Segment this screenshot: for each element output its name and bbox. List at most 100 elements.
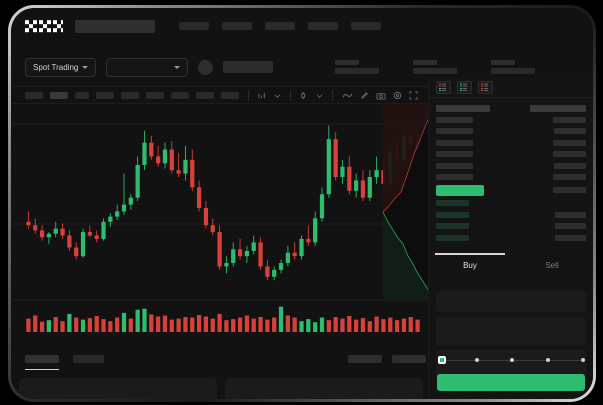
ticker-stat-1	[335, 60, 380, 74]
nav-items	[179, 22, 381, 30]
orderbook-ask-row[interactable]	[436, 139, 586, 147]
mark-price	[436, 184, 484, 196]
orderbook-bid-row[interactable]	[436, 234, 586, 242]
orderbook-view-bids-icon[interactable]	[457, 81, 472, 94]
bottom-panel-left[interactable]	[19, 378, 217, 399]
timeframe-7[interactable]	[171, 91, 189, 99]
orderbook-view-toggles	[429, 78, 593, 98]
ask-price	[436, 151, 473, 157]
orderbook-price-header	[436, 104, 490, 112]
active-tab-indicator	[435, 253, 505, 255]
camera-icon[interactable]	[376, 91, 386, 100]
chevron-down-icon[interactable]	[274, 92, 281, 99]
volume-histogram	[26, 306, 420, 332]
orderbook-view-asks-icon[interactable]	[478, 81, 493, 94]
bid-price	[436, 223, 469, 229]
trading-mode-select[interactable]: Spot Trading	[25, 57, 97, 77]
tab-buy[interactable]: Buy	[429, 253, 511, 277]
stat-value	[491, 68, 536, 74]
nav-item-1[interactable]	[179, 22, 209, 30]
depth-bid-line	[383, 211, 435, 299]
ask-price	[436, 162, 473, 169]
nav-item-3[interactable]	[265, 22, 295, 30]
bid-price	[436, 211, 469, 218]
mark-amount	[553, 187, 586, 193]
fullscreen-icon[interactable]	[409, 90, 418, 100]
pair-name-label	[223, 61, 274, 73]
chart-gridlines	[11, 123, 435, 301]
slider-stop-75[interactable]	[545, 358, 550, 362]
order-amount-field[interactable]	[436, 317, 586, 345]
orderbook-ask-row[interactable]	[436, 116, 586, 124]
top-navigation-bar	[11, 8, 593, 44]
price-chart-panel[interactable]	[11, 104, 435, 344]
indicators-icon[interactable]	[258, 91, 267, 100]
bottom-panels	[11, 378, 435, 399]
bottom-tab-bar	[11, 348, 435, 370]
depth-ask-area	[383, 104, 435, 212]
ticker-stat-2	[413, 60, 458, 74]
device-screen: Spot Trading	[11, 8, 593, 399]
ask-amount	[553, 139, 586, 146]
timeframe-8[interactable]	[196, 91, 214, 99]
orderbook-and-trade-panel: Buy Sell	[428, 78, 593, 399]
orderbook-bid-row[interactable]	[436, 199, 586, 207]
slider-stop-25[interactable]	[475, 358, 480, 362]
ask-amount	[554, 128, 586, 134]
tab-sell[interactable]: Sell	[511, 253, 593, 277]
orderbook-ask-row[interactable]	[436, 150, 586, 158]
bottom-tab-1-label	[25, 355, 59, 363]
order-amount-slider[interactable]	[438, 355, 585, 365]
orderbook-bid-row[interactable]	[436, 222, 586, 230]
order-price-field[interactable]	[436, 291, 586, 312]
nav-item-5[interactable]	[351, 22, 381, 30]
ask-amount	[554, 162, 586, 169]
orderbook-column-headers	[436, 104, 586, 112]
candlestick-chart[interactable]	[11, 104, 435, 344]
chart-type-icon[interactable]	[300, 91, 309, 100]
bottom-tab-2[interactable]	[73, 355, 104, 363]
trading-pair-select[interactable]	[106, 57, 189, 77]
slider-handle[interactable]	[438, 356, 446, 364]
orderbook-bid-row[interactable]	[436, 211, 586, 219]
settings-icon[interactable]	[393, 91, 402, 100]
bottom-tab-1[interactable]	[25, 355, 59, 370]
ask-price	[436, 174, 473, 180]
bottom-action-2[interactable]	[392, 355, 426, 363]
stat-value	[335, 68, 380, 74]
order-total-field[interactable]	[436, 350, 586, 378]
timeframe-4[interactable]	[96, 91, 114, 99]
timeframe-6[interactable]	[146, 91, 164, 99]
bottom-panel-right[interactable]	[225, 378, 423, 399]
slider-stop-50[interactable]	[510, 358, 515, 362]
okx-logo-icon[interactable]	[25, 19, 63, 33]
bottom-tab-2-label	[73, 355, 104, 363]
nav-item-4[interactable]	[308, 22, 338, 30]
bottom-action-1[interactable]	[348, 355, 382, 363]
orderbook-view-both-icon[interactable]	[436, 81, 451, 94]
timeframe-9[interactable]	[221, 91, 239, 99]
timeframe-5[interactable]	[121, 91, 139, 99]
ask-price	[436, 116, 473, 123]
stat-label	[491, 60, 516, 65]
timeframe-3[interactable]	[75, 91, 89, 99]
bid-amount	[555, 223, 586, 229]
line-tool-icon[interactable]	[342, 91, 353, 100]
bid-amount	[555, 234, 586, 241]
device-frame: Spot Trading	[8, 5, 596, 402]
orderbook-rows[interactable]	[429, 98, 593, 242]
tab-sell-label: Sell	[545, 260, 559, 270]
orderbook-ask-row[interactable]	[436, 173, 586, 181]
chevron-down-icon-2[interactable]	[316, 92, 323, 99]
timeframe-1[interactable]	[25, 91, 43, 99]
orderbook-ask-row[interactable]	[436, 127, 586, 135]
bid-amount	[555, 211, 586, 218]
timeframe-2[interactable]	[50, 91, 68, 99]
buy-submit-button[interactable]	[437, 374, 585, 391]
slider-stop-100[interactable]	[580, 358, 585, 362]
toolbar-divider	[248, 90, 249, 100]
search-input[interactable]	[75, 19, 155, 33]
pencil-icon[interactable]	[360, 91, 369, 100]
nav-item-2[interactable]	[222, 22, 252, 30]
orderbook-ask-row[interactable]	[436, 162, 586, 170]
